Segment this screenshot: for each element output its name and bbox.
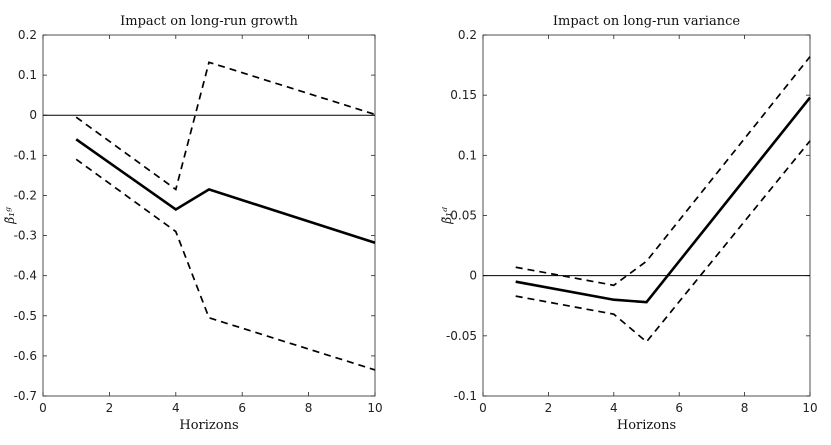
y-tick-label: -0.4 <box>14 269 37 283</box>
chart-panel-long-run-variance: Impact on long-run variance 0 2 4 6 8 10 0.2 0.1… <box>440 14 818 433</box>
series-line-estimate <box>75 138 376 245</box>
y-tick-label: -0.05 <box>446 329 477 343</box>
y-tick-label: -0.3 <box>14 229 37 243</box>
plot-frame <box>482 34 811 397</box>
chart-title: Impact on long-run growth <box>120 14 298 29</box>
series-line-upper-band <box>75 61 376 191</box>
series-line-lower-band <box>75 158 376 371</box>
series-line-lower-band <box>515 140 811 344</box>
x-tick-label: 2 <box>106 401 114 415</box>
y-tick-label: 0.15 <box>450 88 477 102</box>
y-tick-label: 0 <box>29 108 37 122</box>
y-tick-label: 0.2 <box>458 28 477 42</box>
x-tick-label: 10 <box>802 401 817 415</box>
chart-title: Impact on long-run variance <box>553 14 741 29</box>
x-tick-label: 6 <box>675 401 683 415</box>
y-tick-label: 0.1 <box>18 68 37 82</box>
y-tick-label: 0.05 <box>450 209 477 223</box>
plot-frame <box>42 34 376 397</box>
x-tick-label: 2 <box>545 401 553 415</box>
series-line-upper-band <box>515 56 811 287</box>
y-tick-label: -0.5 <box>14 309 37 323</box>
x-tick-label: 0 <box>479 401 487 415</box>
x-tick-label: 8 <box>305 401 313 415</box>
x-tick-label: 6 <box>238 401 246 415</box>
x-tick-label: 0 <box>39 401 47 415</box>
x-tick-label: 4 <box>172 401 180 415</box>
x-tick-label: 10 <box>367 401 382 415</box>
series-line-estimate <box>515 96 812 304</box>
x-tick-label: 4 <box>610 401 618 415</box>
x-tick-label: 8 <box>741 401 749 415</box>
y-tick-label: 0.1 <box>458 148 477 162</box>
y-tick-label: -0.1 <box>454 389 477 403</box>
x-axis-label: Horizons <box>179 418 238 433</box>
y-tick-label: -0.2 <box>14 188 37 202</box>
y-tick-label: -0.7 <box>14 389 37 403</box>
y-tick-label: 0 <box>469 269 477 283</box>
y-tick-label: -0.6 <box>14 349 37 363</box>
x-axis-label: Horizons <box>617 418 676 433</box>
y-tick-label: -0.1 <box>14 148 37 162</box>
y-axis-label: β̃₁ᵍ <box>3 206 17 225</box>
y-axis-label: β̃₁ᵈ <box>440 207 454 225</box>
y-tick-label: 0.2 <box>18 28 37 42</box>
